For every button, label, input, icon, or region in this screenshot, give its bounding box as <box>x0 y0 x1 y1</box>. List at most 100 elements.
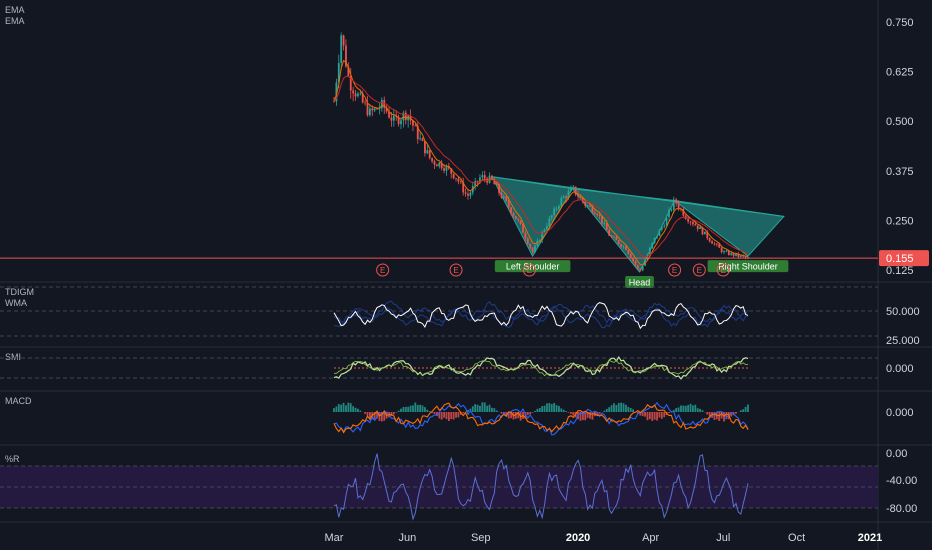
macd-histogram-bar <box>581 412 584 421</box>
candle-body <box>421 138 424 142</box>
macd-histogram-bar <box>555 405 558 412</box>
candle-body <box>648 247 651 255</box>
macd-histogram-bar <box>526 412 529 416</box>
price-tick-label: 0.625 <box>886 67 914 79</box>
smi-pane[interactable]: SMI 0.000 <box>0 352 914 380</box>
macd-histogram-bar <box>668 412 670 414</box>
macd-histogram-bar <box>500 412 503 414</box>
macd-histogram-bar <box>347 402 350 412</box>
candle-body <box>565 196 568 198</box>
candle-body <box>428 150 431 158</box>
candle-body <box>546 226 548 230</box>
macd-histogram-bar <box>648 412 651 420</box>
candle-body <box>445 166 448 171</box>
macd-histogram-bar <box>546 403 548 412</box>
candle-body <box>665 217 668 226</box>
macd-lines <box>333 401 749 436</box>
macd-histogram-bar <box>558 405 560 412</box>
smi-signal-line <box>334 359 749 377</box>
candle-body <box>529 243 532 248</box>
macd-histogram-bar <box>373 412 376 419</box>
candle-body <box>359 93 362 95</box>
indicator-label-tdigm: TDIGM <box>5 287 34 297</box>
pattern-label: Left Shoulder <box>506 262 560 272</box>
macd-histogram-bar <box>534 410 536 412</box>
candle-body <box>656 236 658 238</box>
macd-histogram-bar <box>713 412 716 420</box>
macd-histogram-bar <box>560 408 563 412</box>
macd-histogram-bar <box>567 412 570 413</box>
macd-histogram-bar <box>538 408 541 412</box>
macd-histogram-bar <box>589 412 591 419</box>
tdigm-pane[interactable]: TDIGM WMA 50.000 25.000 <box>0 286 920 347</box>
candle-body <box>598 215 601 216</box>
candle-body <box>371 108 374 111</box>
price-pane[interactable]: EMA EMA 0.750 0.625 0.500 0.375 0.250 0.125 L… <box>0 5 929 289</box>
candle-body <box>457 178 460 182</box>
macd-histogram-bar <box>514 412 517 419</box>
candle-body <box>584 201 587 206</box>
candle-body <box>610 235 613 237</box>
candle-body <box>677 203 680 209</box>
macd-histogram-bar <box>603 410 606 412</box>
macd-histogram-bar <box>675 408 678 412</box>
candle-body <box>495 184 498 186</box>
macd-pane[interactable]: MACD 0.000 <box>5 396 914 436</box>
macd-histogram-bar <box>682 405 685 412</box>
candle-body <box>687 218 690 222</box>
macd-histogram-bar <box>493 408 496 412</box>
macd-histogram-bar <box>644 412 646 417</box>
candle-body <box>620 244 623 247</box>
macd-histogram-bar <box>617 402 620 412</box>
tdigm-band-upper <box>333 300 749 324</box>
candle-body <box>689 221 692 223</box>
candle-body <box>514 215 517 220</box>
macd-histogram-bar <box>364 412 367 414</box>
candle-body <box>479 177 481 182</box>
candle-body <box>407 115 410 121</box>
macd-histogram-bar <box>340 404 343 412</box>
macd-histogram-bar <box>610 405 613 412</box>
candle-body <box>412 120 414 126</box>
macd-histogram-bar <box>596 412 599 416</box>
macd-histogram-bar <box>656 412 658 421</box>
candle-body <box>368 108 371 116</box>
macd-histogram-bar <box>438 412 441 419</box>
macd-histogram-bar <box>376 412 378 419</box>
pattern-label: Head <box>629 278 651 288</box>
candle-body <box>735 253 737 256</box>
macd-histogram-bar <box>572 412 575 416</box>
macd-histogram-bar <box>507 412 510 419</box>
macd-histogram-bar <box>730 412 733 417</box>
macd-histogram-bar <box>488 404 491 412</box>
candle-body <box>696 225 699 229</box>
candle-body <box>342 35 345 46</box>
macd-histogram-bar <box>579 412 582 421</box>
macd-histogram-bar <box>541 406 544 412</box>
candle-body <box>435 164 438 167</box>
candle-body <box>531 247 534 253</box>
candle-body <box>553 208 556 216</box>
candle-body <box>524 232 527 239</box>
macd-histogram-bar <box>699 408 702 412</box>
candle-body <box>739 255 742 257</box>
candle-body <box>388 111 390 118</box>
macd-histogram-bar <box>414 402 417 412</box>
macd-histogram-bar <box>620 402 623 412</box>
macd-line <box>333 401 749 436</box>
macd-histogram-bar <box>569 412 572 414</box>
macd-histogram-bar <box>529 412 532 415</box>
pattern-label-box <box>707 260 789 273</box>
williams-r-band <box>0 466 878 508</box>
ema-line-2 <box>333 75 749 258</box>
williams-r-pane[interactable]: %R 0.00 -40.00 -80.00 <box>0 448 917 521</box>
macd-histogram-bar <box>550 404 553 412</box>
macd-histogram-bar <box>445 412 448 420</box>
candle-body <box>376 108 378 110</box>
price-tick-label: 0.750 <box>886 17 914 29</box>
candle-body <box>629 253 632 259</box>
time-tick-label: Sep <box>471 532 491 544</box>
macd-histogram-bar <box>333 408 335 412</box>
macd-histogram-bar <box>696 408 699 412</box>
